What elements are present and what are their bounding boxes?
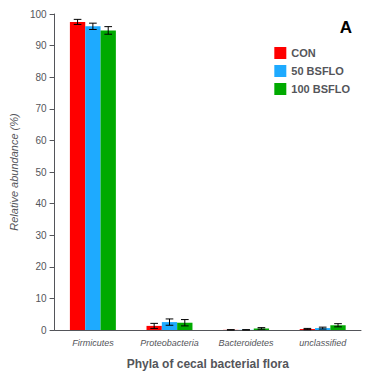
- svg-text:10: 10: [35, 293, 47, 304]
- svg-text:unclassified: unclassified: [299, 338, 347, 348]
- svg-text:60: 60: [35, 135, 47, 146]
- svg-text:30: 30: [35, 230, 47, 241]
- svg-text:CON: CON: [291, 47, 316, 59]
- svg-text:100: 100: [30, 9, 47, 20]
- svg-text:A: A: [340, 18, 352, 37]
- svg-text:40: 40: [35, 198, 47, 209]
- svg-text:50: 50: [35, 167, 47, 178]
- svg-text:20: 20: [35, 261, 47, 272]
- svg-text:50 BSFLO: 50 BSFLO: [291, 65, 344, 77]
- svg-text:0: 0: [41, 325, 47, 336]
- svg-text:70: 70: [35, 103, 47, 114]
- svg-text:Phyla of cecal bacterial flora: Phyla of cecal bacterial flora: [127, 357, 289, 371]
- svg-text:Bacteroidetes: Bacteroidetes: [219, 338, 275, 348]
- svg-text:100 BSFLO: 100 BSFLO: [291, 83, 350, 95]
- svg-text:Firmicutes: Firmicutes: [72, 338, 114, 348]
- svg-text:Proteobacteria: Proteobacteria: [140, 338, 199, 348]
- svg-text:Relative abundance (%): Relative abundance (%): [8, 113, 20, 231]
- svg-text:90: 90: [35, 40, 47, 51]
- svg-text:80: 80: [35, 72, 47, 83]
